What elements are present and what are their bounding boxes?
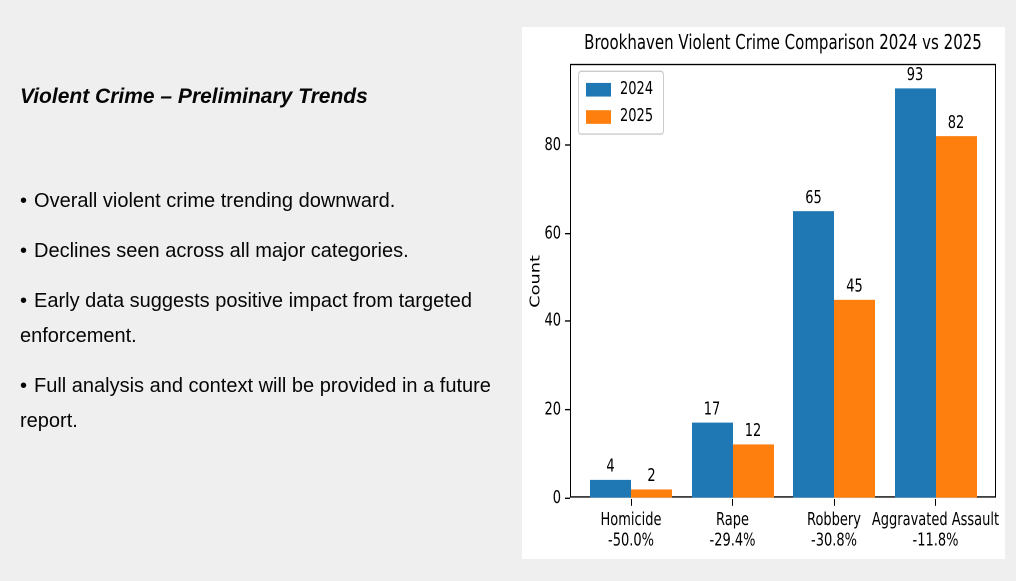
slide-title: Violent Crime – Preliminary Trends [20, 85, 368, 108]
legend-label: 2024 [620, 78, 654, 100]
bullet-icon: • [20, 190, 28, 212]
category-label: Homicide [600, 509, 662, 531]
text-panel: Violent Crime – Preliminary Trends • Over… [20, 85, 502, 454]
x-tick-mark [630, 498, 632, 506]
x-tick-label: Aggravated Assault -11.8% [866, 510, 1006, 551]
legend-label: 2025 [620, 106, 654, 127]
y-tick-mark [565, 408, 570, 411]
bar-value-label: 12 [744, 421, 762, 443]
bar-value-label: 65 [805, 188, 822, 209]
bar-2024-rape [691, 422, 733, 498]
bar-value-label: 4 [606, 456, 615, 478]
bar-2024-aggravated-assault [894, 88, 936, 498]
bullet-item: • Declines seen across all major categori… [20, 240, 409, 262]
bar-2025-rape [732, 444, 774, 498]
bar-value-label: 82 [947, 113, 965, 134]
x-tick-mark [935, 498, 936, 506]
y-tick-mark [565, 320, 570, 323]
bullet-item: • Overall violent crime trending downward… [20, 190, 396, 212]
y-tick-label: 80 [544, 135, 561, 156]
category-label: Rape [716, 509, 749, 531]
legend-color-swatch [586, 82, 611, 96]
bar-2024-robbery [793, 211, 834, 498]
y-tick-mark [565, 232, 570, 235]
y-axis-label: Count [528, 255, 544, 308]
legend: 2024 2025 [578, 70, 665, 135]
bar-value-label: 2 [647, 465, 656, 487]
category-change-label: -29.4% [709, 530, 756, 551]
y-tick-mark [565, 496, 570, 499]
x-tick-label: Rape -29.4% [663, 510, 803, 551]
legend-entry-2025: 2025 [586, 107, 653, 125]
bullet-icon: • [20, 240, 28, 262]
bar-value-label: 45 [846, 276, 863, 297]
category-change-label: -30.8% [811, 530, 857, 551]
x-tick-mark [732, 498, 733, 506]
bullet-icon: • [20, 290, 28, 312]
x-tick-label: Homicide -50.0% [561, 510, 701, 551]
y-tick-label: 40 [544, 311, 561, 332]
bullet-item: • Full analysis and context will be provi… [20, 375, 491, 432]
bar-value-label: 93 [906, 64, 924, 86]
chart-panel: Brookhaven Violent Crime Comparison 2024… [522, 27, 1005, 559]
chart-title: Brookhaven Violent Crime Comparison 2024… [584, 29, 982, 55]
y-tick-mark [565, 144, 570, 146]
x-tick-mark [833, 498, 835, 506]
category-label: Robbery [807, 509, 861, 531]
legend-color-swatch [586, 109, 611, 124]
category-label: Aggravated Assault [871, 509, 1000, 531]
bullet-icon: • [20, 375, 28, 397]
bar-2024-homicide [590, 479, 631, 498]
bar-value-label: 17 [703, 399, 721, 421]
category-change-label: -50.0% [608, 530, 654, 551]
y-tick-label: 20 [544, 399, 561, 420]
chart-figure: Brookhaven Violent Crime Comparison 2024… [522, 27, 1005, 559]
bar-2025-aggravated-assault [935, 136, 977, 498]
bullet-item: • Early data suggests positive impact fro… [20, 290, 473, 347]
legend-entry-2024: 2024 [586, 80, 653, 98]
y-tick-label: 60 [544, 223, 561, 244]
bullet-list: • Overall violent crime trending downward… [20, 184, 502, 454]
bar-2025-robbery [834, 299, 875, 498]
bar-2025-homicide [631, 488, 672, 498]
x-tick-label: Robbery -30.8% [764, 510, 904, 551]
y-tick-label: 0 [552, 487, 561, 508]
category-change-label: -11.8% [912, 530, 959, 551]
